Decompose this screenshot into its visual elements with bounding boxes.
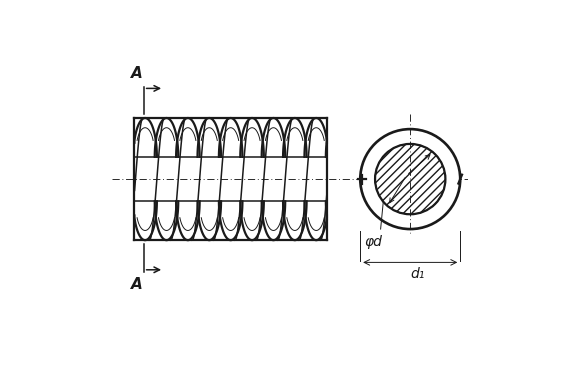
Circle shape — [360, 129, 460, 229]
Text: A: A — [131, 277, 143, 292]
Text: φd: φd — [364, 235, 382, 249]
Text: A: A — [131, 66, 143, 81]
Text: d₁: d₁ — [410, 267, 425, 281]
Circle shape — [375, 144, 445, 214]
